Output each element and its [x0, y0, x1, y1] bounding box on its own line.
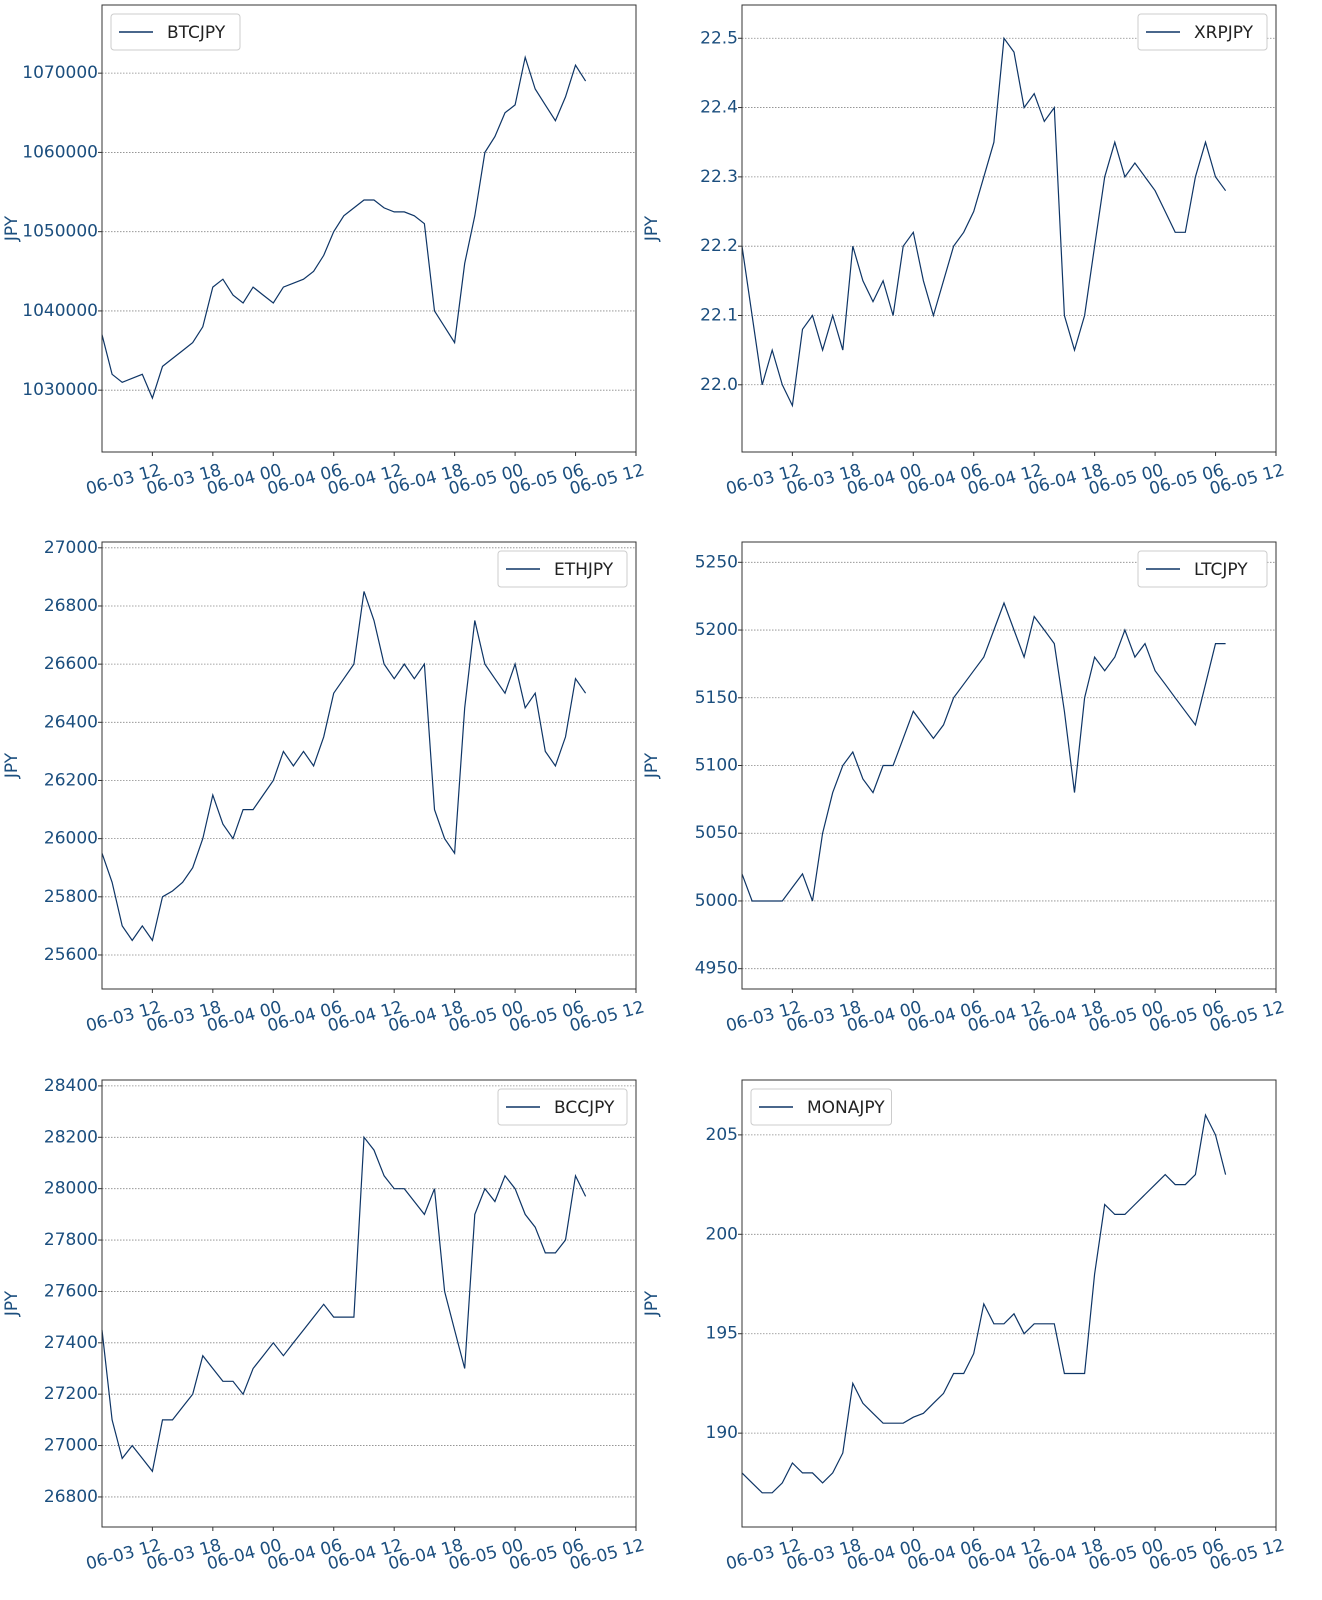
legend-box [1137, 13, 1268, 51]
plot-frame [741, 1079, 1277, 1528]
y-tick-label: 22.1 [700, 305, 738, 325]
chart-panel: 1030000104000010500001060000107000006-03… [2, 4, 647, 499]
y-axis-label: JPY [642, 752, 662, 779]
y-tick-label: 28000 [44, 1179, 98, 1199]
y-tick-label: 27000 [44, 1436, 98, 1456]
price-line [101, 54, 587, 400]
legend-label: BCCJPY [554, 1098, 615, 1118]
y-tick-label: 26400 [44, 712, 98, 732]
y-axis-label: JPY [642, 1290, 662, 1317]
y-tick-label: 190 [706, 1423, 738, 1443]
y-tick-label: 5050 [695, 823, 738, 843]
y-tick-label: 205 [706, 1125, 738, 1145]
y-tick-label: 26800 [44, 596, 98, 616]
y-tick-label: 27200 [44, 1384, 98, 1404]
y-axis-label: JPY [2, 752, 22, 779]
y-tick-label: 5150 [695, 688, 738, 708]
y-tick-label: 25600 [44, 945, 98, 965]
chart-panel: 26800 27000 27200 27400 27600 27800 28000 28200… [2, 1076, 647, 1575]
y-axis-label: JPY [2, 215, 22, 242]
y-tick-label: 26000 [44, 829, 98, 849]
y-tick-label: 26600 [44, 654, 98, 674]
y-tick-label: 200 [706, 1224, 738, 1244]
legend-label: XRPJPY [1194, 23, 1254, 43]
y-axis-label: JPY [642, 215, 662, 242]
y-tick-label: 1050000 [22, 222, 98, 242]
plot-frame [741, 4, 1277, 453]
chart-panel: 25600 25800 26000 26200 26400 26600 26800 27000… [2, 538, 647, 1037]
y-tick-label: 4950 [695, 959, 738, 979]
y-tick-label: 1060000 [22, 142, 98, 162]
y-tick-label: 22.3 [700, 167, 738, 187]
y-tick-label: 22.5 [700, 28, 738, 48]
legend-box [1137, 550, 1268, 588]
legend-label: ETHJPY [554, 560, 614, 580]
y-tick-label: 1030000 [22, 380, 98, 400]
y-tick-label: 5250 [695, 552, 738, 572]
price-line [101, 1135, 587, 1473]
plot-frame [101, 541, 637, 990]
plot-frame [741, 541, 1277, 990]
y-tick-label: 27800 [44, 1230, 98, 1250]
legend-box [110, 13, 241, 51]
price-line [741, 1113, 1227, 1494]
plot-frame [101, 1079, 637, 1528]
y-tick-label: 5000 [695, 891, 738, 911]
legend-label: LTCJPY [1194, 560, 1248, 580]
price-line [741, 36, 1227, 408]
y-tick-label: 28400 [44, 1076, 98, 1096]
legend-box [750, 1088, 892, 1126]
y-tick-label: 22.2 [700, 236, 738, 256]
y-tick-label: 1070000 [22, 63, 98, 83]
price-line [741, 601, 1226, 902]
y-tick-label: 1040000 [22, 301, 98, 321]
y-axis-label: JPY [2, 1290, 22, 1317]
y-tick-label: 27600 [44, 1281, 98, 1301]
y-tick-label: 195 [706, 1324, 738, 1344]
legend-label: BTCJPY [167, 23, 226, 43]
plot-frame [101, 4, 637, 453]
y-tick-label: 27400 [44, 1333, 98, 1353]
y-tick-label: 22.4 [700, 98, 738, 118]
legend-box [497, 550, 628, 588]
y-tick-label: 22.0 [700, 375, 738, 395]
y-tick-label: 26200 [44, 770, 98, 790]
y-tick-label: 25800 [44, 887, 98, 907]
y-tick-label: 27000 [44, 538, 98, 558]
legend-box [497, 1088, 628, 1126]
legend-label: MONAJPY [807, 1098, 885, 1118]
y-tick-label: 5200 [695, 620, 738, 640]
y-tick-label: 5100 [695, 756, 738, 776]
price-line [101, 591, 587, 942]
y-tick-label: 26800 [44, 1487, 98, 1507]
y-tick-label: 28200 [44, 1127, 98, 1147]
